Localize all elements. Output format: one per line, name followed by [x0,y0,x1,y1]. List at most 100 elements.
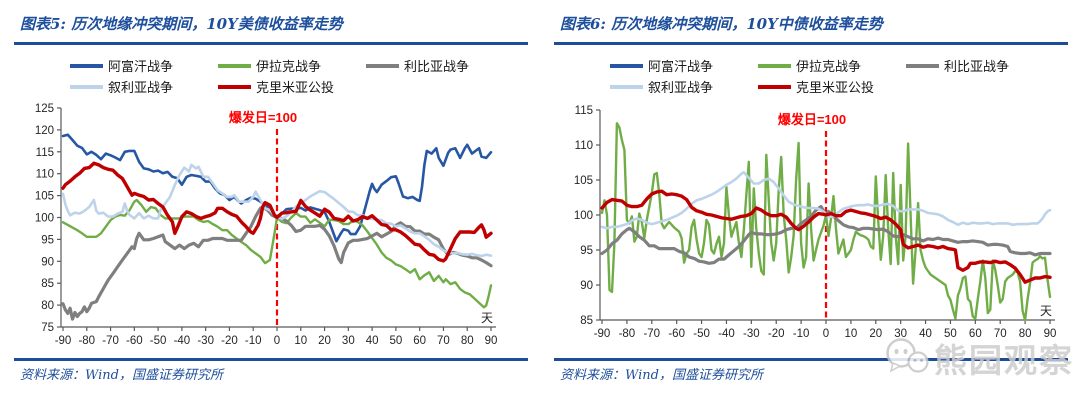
legend-item: 伊拉克战争 [758,56,906,75]
us-bond-chart-panel: 图表5: 历次地缘冲突期间，10Y美债收益率走势 阿富汗战争 伊拉克战争 利比亚战争… [0,15,540,383]
legend-item: 伊拉克战争 [218,56,366,75]
legend-line-chip [610,63,643,68]
svg-text:90: 90 [580,280,593,292]
svg-text:40: 40 [366,335,379,347]
svg-text:20: 20 [869,328,882,340]
series-伊拉克战争 [600,122,1052,322]
legend-line-chip [218,84,251,89]
legend-label: 阿富汗战争 [108,59,174,74]
legend-line-chip [218,63,251,68]
svg-text:10: 10 [294,335,307,347]
legend-label: 伊拉克战争 [256,59,322,74]
legend-label: 利比亚战争 [944,59,1010,74]
legend-label: 伊拉克战争 [796,59,862,74]
legend-label: 叙利亚战争 [648,80,714,95]
svg-text:-50: -50 [150,335,167,347]
svg-text:60: 60 [969,328,982,340]
svg-text:100: 100 [35,213,54,225]
svg-text:-90: -90 [594,328,611,340]
svg-text:85: 85 [41,278,54,290]
svg-text:40: 40 [919,328,932,340]
svg-text:20: 20 [318,335,331,347]
svg-text:-20: -20 [221,335,238,347]
chart-title-us: 图表5: 历次地缘冲突期间，10Y美债收益率走势 [20,15,343,33]
legend-line-chip [758,84,791,89]
svg-text:70: 70 [994,328,1007,340]
legend-line-chip [906,63,939,68]
svg-text:天: 天 [1040,304,1052,318]
legend-item: 阿富汗战争 [70,56,218,75]
svg-text:-80: -80 [619,328,636,340]
source-note: 资料来源：Wind，国盛证券研究所 [20,368,223,383]
svg-text:-70: -70 [643,328,660,340]
china-bond-chart-panel: 图表6: 历次地缘冲突期间，10Y中债收益率走势 阿富汗战争 伊拉克战争 利比亚战争… [540,0,1080,407]
svg-text:115: 115 [36,147,54,159]
legend-item: 利比亚战争 [366,56,514,75]
svg-text:-20: -20 [768,328,785,340]
svg-text:80: 80 [41,300,54,312]
chart-title-china: 图表6: 历次地缘冲突期间，10Y中债收益率走势 [560,15,883,33]
svg-text:-70: -70 [102,335,119,347]
svg-text:50: 50 [944,328,957,340]
legend-item: 克里米亚公投 [758,77,906,96]
svg-text:天: 天 [481,311,493,325]
svg-text:-40: -40 [174,335,191,347]
legend-label: 阿富汗战争 [648,59,714,74]
svg-text:70: 70 [437,335,450,347]
source-note: 资料来源：Wind，国盛证券研究所 [560,368,763,383]
svg-text:80: 80 [1019,328,1032,340]
source-divider [14,358,528,361]
svg-text:-40: -40 [718,328,735,340]
svg-text:-60: -60 [668,328,685,340]
svg-text:95: 95 [580,245,593,257]
svg-text:110: 110 [36,169,54,181]
svg-text:100: 100 [574,210,593,222]
legend-line-chip [610,84,643,89]
svg-text:-60: -60 [126,335,143,347]
legend-label: 克里米亚公投 [256,80,335,95]
legend-line-chip [366,63,399,68]
svg-text:85: 85 [580,315,593,327]
svg-text:0: 0 [823,328,829,340]
legend-item: 利比亚战争 [906,56,1054,75]
svg-text:110: 110 [575,140,593,152]
legend-line-chip [70,84,103,89]
svg-text:75: 75 [41,322,54,334]
svg-text:30: 30 [342,335,355,347]
svg-text:0: 0 [274,335,280,347]
svg-text:-30: -30 [743,328,760,340]
svg-text:50: 50 [389,335,402,347]
legend-label: 利比亚战争 [404,59,470,74]
legend-line-chip [70,63,103,68]
svg-text:105: 105 [574,175,593,187]
svg-text:90: 90 [41,256,54,268]
series-克里米亚公投 [61,161,493,263]
svg-text:125: 125 [35,103,54,115]
title-divider [14,42,528,45]
legend-china: 阿富汗战争 伊拉克战争 利比亚战争叙利亚战争 克里米亚公投 [540,55,1080,97]
svg-text:120: 120 [35,125,54,137]
svg-text:-10: -10 [793,328,810,340]
svg-text:95: 95 [41,234,54,246]
series-叙利亚战争 [600,171,1052,230]
series-克里米亚公投 [600,189,1052,284]
svg-text:-10: -10 [245,335,262,347]
legend-item: 阿富汗战争 [610,56,758,75]
series-利比亚战争 [61,205,493,321]
legend-label: 叙利亚战争 [108,80,174,95]
legend-row: 阿富汗战争 伊拉克战争 利比亚战争 [0,55,540,76]
svg-text:10: 10 [844,328,857,340]
legend-item: 克里米亚公投 [218,77,366,96]
svg-text:-50: -50 [693,328,710,340]
svg-text:-80: -80 [78,335,95,347]
legend-line-chip [758,63,791,68]
legend-row: 叙利亚战争 克里米亚公投 [0,76,540,97]
outbreak-annotation: 爆发日=100 [778,112,846,127]
svg-text:-90: -90 [55,335,72,347]
svg-text:30: 30 [894,328,907,340]
source-divider [554,358,1068,361]
legend-us: 阿富汗战争 伊拉克战争 利比亚战争叙利亚战争 克里米亚公投 [0,55,540,97]
